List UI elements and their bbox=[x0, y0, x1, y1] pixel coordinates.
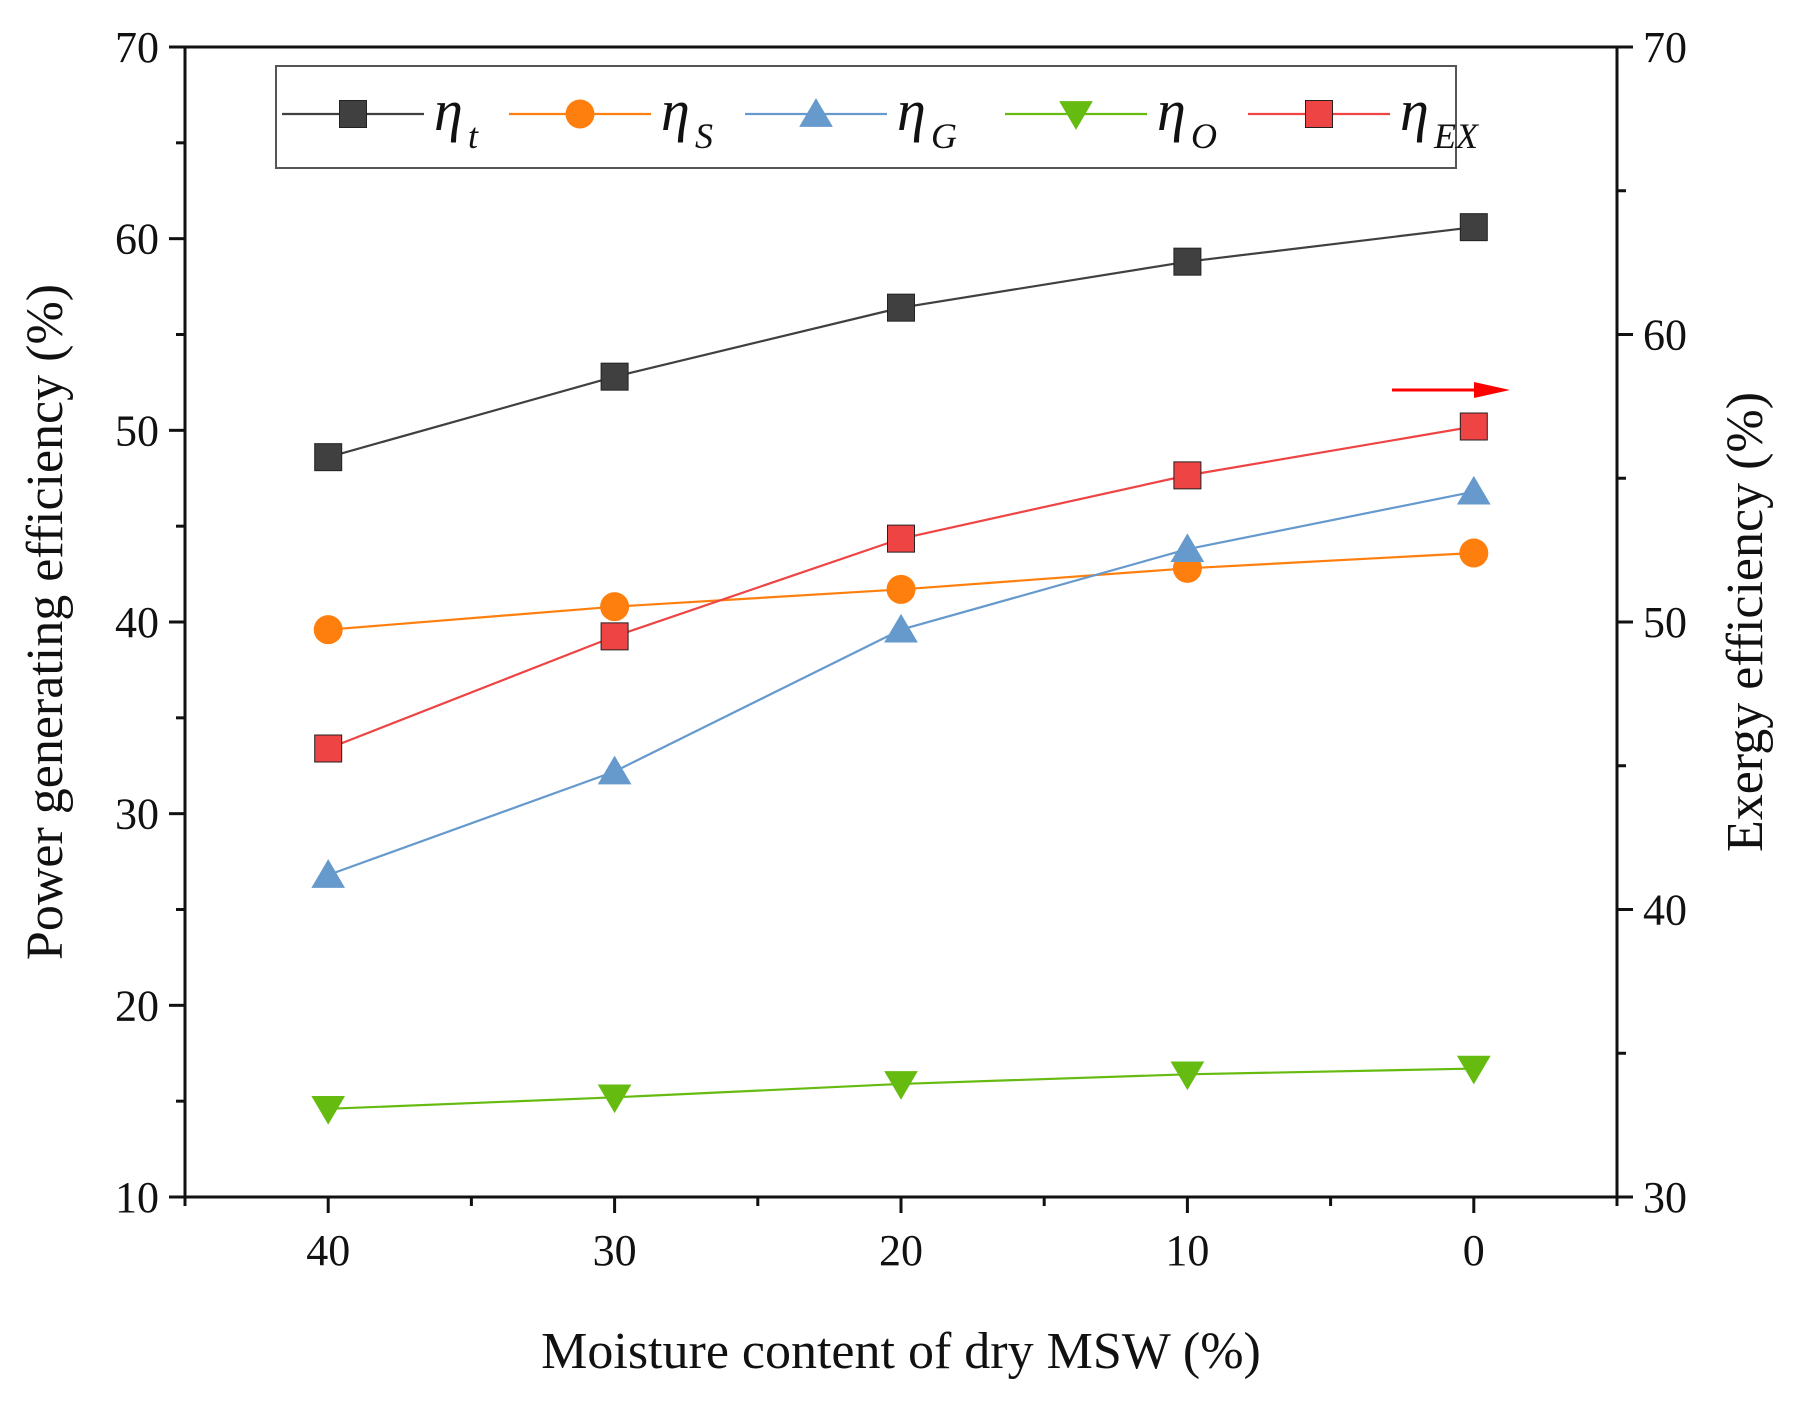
data-point-o bbox=[1456, 1055, 1491, 1085]
y-tick-label: 40 bbox=[115, 598, 159, 647]
data-point-s bbox=[600, 592, 630, 622]
legend-box bbox=[275, 65, 1457, 169]
data-point-t bbox=[1173, 247, 1202, 276]
y-tick-label: 10 bbox=[115, 1173, 159, 1222]
legend-marker bbox=[799, 98, 833, 127]
y-axis-title: Power generating efficiency (%) bbox=[17, 284, 74, 960]
series-t bbox=[314, 213, 1488, 472]
data-point-t bbox=[887, 293, 915, 322]
y-tick-label: 50 bbox=[115, 406, 159, 455]
x-axis-title: Moisture content of dry MSW (%) bbox=[541, 1323, 1261, 1380]
y-tick-label: 60 bbox=[115, 215, 159, 264]
data-point-t bbox=[314, 443, 343, 472]
y-tick-label: 70 bbox=[115, 23, 159, 72]
data-point-ex bbox=[1173, 461, 1202, 490]
y2-tick-label: 50 bbox=[1643, 598, 1687, 647]
y2-tick-label: 70 bbox=[1643, 23, 1687, 72]
legend-marker bbox=[1059, 101, 1093, 130]
legend-subscript: S bbox=[695, 116, 713, 156]
y-tick-label: 20 bbox=[115, 981, 159, 1030]
data-point-o bbox=[311, 1096, 346, 1125]
legend-symbol: η bbox=[897, 78, 926, 143]
legend-subscript: O bbox=[1191, 116, 1217, 156]
arrow-head bbox=[1474, 382, 1510, 398]
data-point-ex bbox=[600, 622, 629, 651]
series-o bbox=[311, 1055, 1491, 1125]
data-point-o bbox=[1170, 1061, 1205, 1091]
x-tick-label: 20 bbox=[879, 1226, 923, 1275]
y-tick-label: 30 bbox=[115, 790, 159, 839]
series-line-t bbox=[327, 226, 1474, 459]
data-point-s bbox=[313, 615, 343, 645]
x-tick-label: 0 bbox=[1463, 1226, 1485, 1275]
data-point-g bbox=[1170, 533, 1205, 562]
data-point-t bbox=[600, 362, 629, 391]
legend-subscript: G bbox=[931, 116, 957, 156]
data-point-g bbox=[884, 613, 918, 643]
y2-tick-label: 40 bbox=[1643, 886, 1687, 935]
data-point-s bbox=[886, 574, 916, 604]
data-point-g bbox=[311, 859, 346, 888]
legend-item-ex: η EX bbox=[1248, 78, 1480, 156]
data-point-g bbox=[1456, 475, 1491, 505]
legend-subscript: EX bbox=[1433, 116, 1480, 156]
legend-symbol: η bbox=[434, 78, 463, 143]
x-tick-label: 30 bbox=[593, 1226, 637, 1275]
data-point-g bbox=[597, 755, 632, 785]
legend-symbol: η bbox=[1400, 78, 1429, 143]
data-point-o bbox=[884, 1071, 918, 1100]
legend-subscript: t bbox=[468, 116, 479, 156]
x-tick-label: 10 bbox=[1165, 1226, 1209, 1275]
data-point-o bbox=[597, 1084, 632, 1114]
legend-symbol: η bbox=[661, 78, 690, 143]
data-point-ex bbox=[314, 734, 343, 763]
data-point-ex bbox=[1459, 412, 1488, 441]
data-point-ex bbox=[887, 524, 915, 553]
y2-axis-title: Exergy efficiency (%) bbox=[1717, 392, 1774, 852]
y2-tick-label: 30 bbox=[1643, 1173, 1687, 1222]
legend-symbol: η bbox=[1157, 78, 1186, 143]
legend-marker bbox=[565, 99, 595, 129]
right-axis-arrow bbox=[1392, 382, 1510, 398]
data-point-t bbox=[1459, 213, 1488, 242]
y2-tick-label: 60 bbox=[1643, 311, 1687, 360]
legend-marker bbox=[339, 100, 367, 128]
data-point-s bbox=[1459, 538, 1489, 568]
series-ex bbox=[314, 412, 1488, 763]
legend-marker bbox=[1305, 100, 1333, 128]
series-g bbox=[311, 475, 1491, 888]
x-tick-label: 40 bbox=[306, 1226, 350, 1275]
